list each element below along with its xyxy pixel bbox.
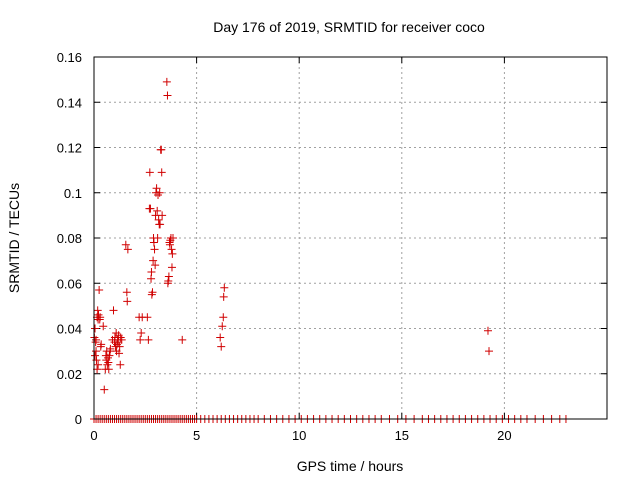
data-point-marker [157,145,166,154]
data-point-marker [164,276,173,285]
data-point-marker [219,313,228,322]
data-point-marker [91,351,100,360]
y-tick-label: 0.06 [57,276,82,291]
x-tick-label: 20 [497,428,511,443]
y-tick-label: 0 [75,412,82,427]
data-point-marker [153,234,162,242]
data-point-marker [164,272,173,281]
data-point-marker [122,288,131,297]
data-point-marker [167,245,176,254]
data-point-marker [121,240,130,249]
data-point-marker [115,349,124,358]
data-point-marker [156,220,165,229]
y-tick-label: 0.16 [57,50,82,65]
data-point-marker [149,256,158,265]
y-tick-label: 0.04 [57,322,82,337]
data-point-marker [92,335,101,344]
data-point-marker [115,342,124,351]
data-point-marker [158,211,167,220]
data-point-marker [99,322,108,331]
x-tick-label: 15 [395,428,409,443]
y-axis-label: SRMTID / TECUs [6,183,22,293]
data-point-marker [94,310,103,319]
data-point-marker [152,184,161,193]
data-point-marker [147,274,156,283]
grid [94,57,607,419]
data-point-marker [136,335,145,344]
data-point-marker [217,342,226,351]
data-point-marker [216,333,225,342]
data-point-marker [163,91,172,100]
y-tick-label: 0.08 [57,231,82,246]
data-point-marker [162,77,171,86]
data-point-marker [92,347,101,356]
axis-ticks: 0 5 10 15 20 0 0.02 0.04 0.06 0.08 0.1 0.12 0.14 0.16 [57,50,607,443]
data-point-marker [103,360,112,369]
data-point-marker [123,297,132,306]
data-point-marker [148,288,157,297]
data-point-marker [149,238,158,247]
data-point-marker [117,335,126,344]
data-point-marker [147,267,156,276]
data-point-marker [116,360,125,369]
data-point-marker [91,324,100,333]
data-point-marker [106,344,115,353]
chart-title: Day 176 of 2019, SRMTID for receiver coc… [213,19,485,35]
data-point-marker [155,188,164,197]
data-point-marker [97,340,106,349]
data-point-marker [154,191,163,200]
data-point-marker [105,351,114,360]
x-tick-label: 10 [292,428,306,443]
y-tick-label: 0.02 [57,367,82,382]
data-point-marker [93,306,102,315]
data-point-marker [151,261,160,270]
data-point-marker [137,329,146,338]
data-point-marker [219,292,228,301]
data-point-marker [96,313,105,322]
data-point-marker [145,168,154,177]
data-point-marker [95,286,104,295]
data-point-marker [146,204,155,213]
data-point-marker [169,234,178,242]
data-point-marker [168,249,177,258]
data-point-marker [109,306,118,315]
data-point-marker [123,245,132,254]
x-tick-label: 5 [193,428,200,443]
data-point-marker [167,263,176,272]
y-tick-label: 0.14 [57,95,82,110]
data-point-marker [218,322,227,331]
data-point-marker [178,335,187,344]
data-points [90,77,570,423]
data-point-marker [153,206,162,215]
data-point-marker [94,360,103,369]
data-point-marker [220,283,229,292]
data-point-marker [143,313,152,322]
data-point-marker [147,290,156,299]
data-point-marker [485,347,494,356]
y-tick-label: 0.1 [64,186,82,201]
x-tick-label: 0 [90,428,97,443]
plot-frame [93,56,608,420]
data-point-marker [483,326,492,335]
x-axis-label: GPS time / hours [297,458,404,474]
data-point-marker [104,358,113,367]
y-tick-label: 0.12 [57,141,82,156]
data-point-marker [154,215,163,224]
data-point-marker [104,365,113,374]
data-point-marker [150,245,159,254]
data-point-marker [157,168,166,177]
data-point-marker [100,385,109,394]
data-point-marker [144,335,153,344]
